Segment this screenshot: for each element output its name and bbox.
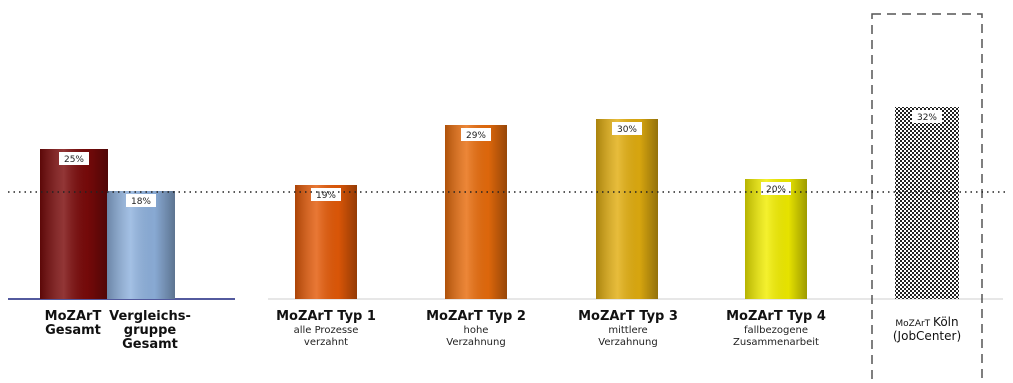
category-sublabel: Verzahnung	[598, 337, 657, 348]
bar	[895, 107, 959, 299]
bar-shading	[295, 185, 357, 299]
category-label-line2: (JobCenter)	[893, 329, 961, 343]
category-label: MoZArT	[45, 309, 102, 324]
category-sublabel: Zusammenarbeit	[733, 337, 819, 348]
category-label-small: MoZArT	[895, 319, 933, 329]
bar-shading	[40, 149, 108, 299]
category-label: Vergleichs-	[109, 309, 191, 324]
category-sublabel: hohe	[464, 325, 489, 336]
value-label-box	[461, 128, 491, 141]
category-sublabel: mittlere	[608, 325, 647, 336]
value-label: 32%	[917, 113, 937, 123]
highlight-box	[871, 13, 983, 383]
value-label: 18%	[131, 197, 151, 207]
value-label: 30%	[617, 125, 637, 135]
category-label: Gesamt	[122, 337, 178, 352]
category-label: MoZArT Typ 4	[726, 309, 826, 324]
value-label: 25%	[64, 155, 84, 165]
category-label: MoZArT Typ 3	[578, 309, 678, 324]
category-label: MoZArT Typ 1	[276, 309, 376, 324]
category-label: Gesamt	[45, 323, 101, 338]
value-label: 20%	[766, 185, 786, 195]
category-sublabel: verzahnt	[304, 337, 348, 348]
category-sublabel: fallbezogene	[744, 325, 808, 336]
value-label: 19%	[316, 191, 336, 201]
value-label-box	[59, 152, 89, 165]
category-sublabel: Verzahnung	[446, 337, 505, 348]
category-sublabel: alle Prozesse	[294, 325, 359, 336]
bar-shading	[596, 119, 658, 299]
category-label-big: Köln	[933, 315, 959, 329]
value-label-box	[126, 194, 156, 207]
value-label: 29%	[466, 131, 486, 141]
value-label-box	[912, 110, 942, 123]
category-label: MoZArT Typ 2	[426, 309, 526, 324]
bar-shading	[107, 191, 175, 299]
category-label: gruppe	[124, 323, 177, 338]
bar-shading	[745, 179, 807, 299]
category-label: MoZArT Köln	[895, 315, 958, 329]
value-label-box	[612, 122, 642, 135]
bar-shading	[445, 125, 507, 299]
